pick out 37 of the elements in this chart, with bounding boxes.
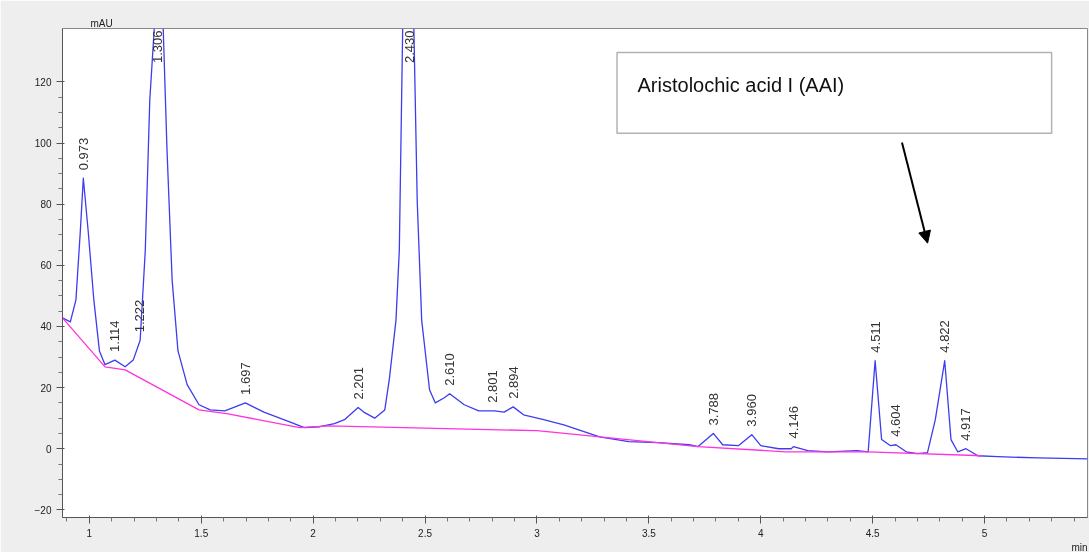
annotation: 4.146: [785, 406, 801, 439]
annotation: 2.801: [484, 370, 500, 403]
x-axis-title: min: [1071, 541, 1088, 552]
annotation: 4.511: [867, 321, 883, 353]
annotation: 2.430: [401, 30, 417, 64]
y-tick-label: 60: [40, 260, 52, 272]
annotation: 4.822: [937, 320, 953, 353]
annotation: 1.306: [150, 30, 166, 64]
x-tick-label: 5: [981, 527, 988, 539]
annotation: 2.894: [505, 366, 521, 399]
annotation: 1.697: [237, 362, 253, 395]
annotation: 1.222: [131, 299, 147, 333]
annotation: 2.201: [350, 366, 366, 400]
y-axis-title: mAU: [90, 17, 113, 29]
annotation: 4.917: [958, 408, 974, 441]
annotation: 1.114: [107, 320, 123, 353]
annotation: 0.973: [75, 137, 91, 171]
y-tick-label: 0: [45, 443, 52, 455]
y-tick-label: 20: [40, 382, 52, 394]
annotation: 3.960: [744, 394, 760, 427]
y-tick-label: 100: [34, 138, 52, 150]
x-tick-label: 4.5: [865, 527, 881, 539]
y-tick-label: 120: [34, 76, 52, 88]
x-tick-label: 3.5: [641, 527, 657, 539]
x-tick-label: 1.5: [194, 527, 209, 539]
x-tick-label: 2.5: [418, 527, 433, 539]
x-tick-label: 4: [757, 527, 764, 539]
y-tick-label: 40: [40, 321, 52, 333]
x-tick-label: 3: [534, 527, 541, 539]
annotation: Aristolochic acid I (AAI): [637, 74, 845, 97]
annotation: 2.610: [442, 353, 458, 386]
x-tick-label: 2: [310, 527, 317, 539]
y-tick-label: −20: [34, 504, 52, 516]
x-tick-label: 1: [86, 527, 93, 539]
annotation: 4.604: [888, 404, 904, 437]
annotation: 3.788: [705, 392, 721, 426]
y-tick-label: 80: [40, 199, 52, 211]
